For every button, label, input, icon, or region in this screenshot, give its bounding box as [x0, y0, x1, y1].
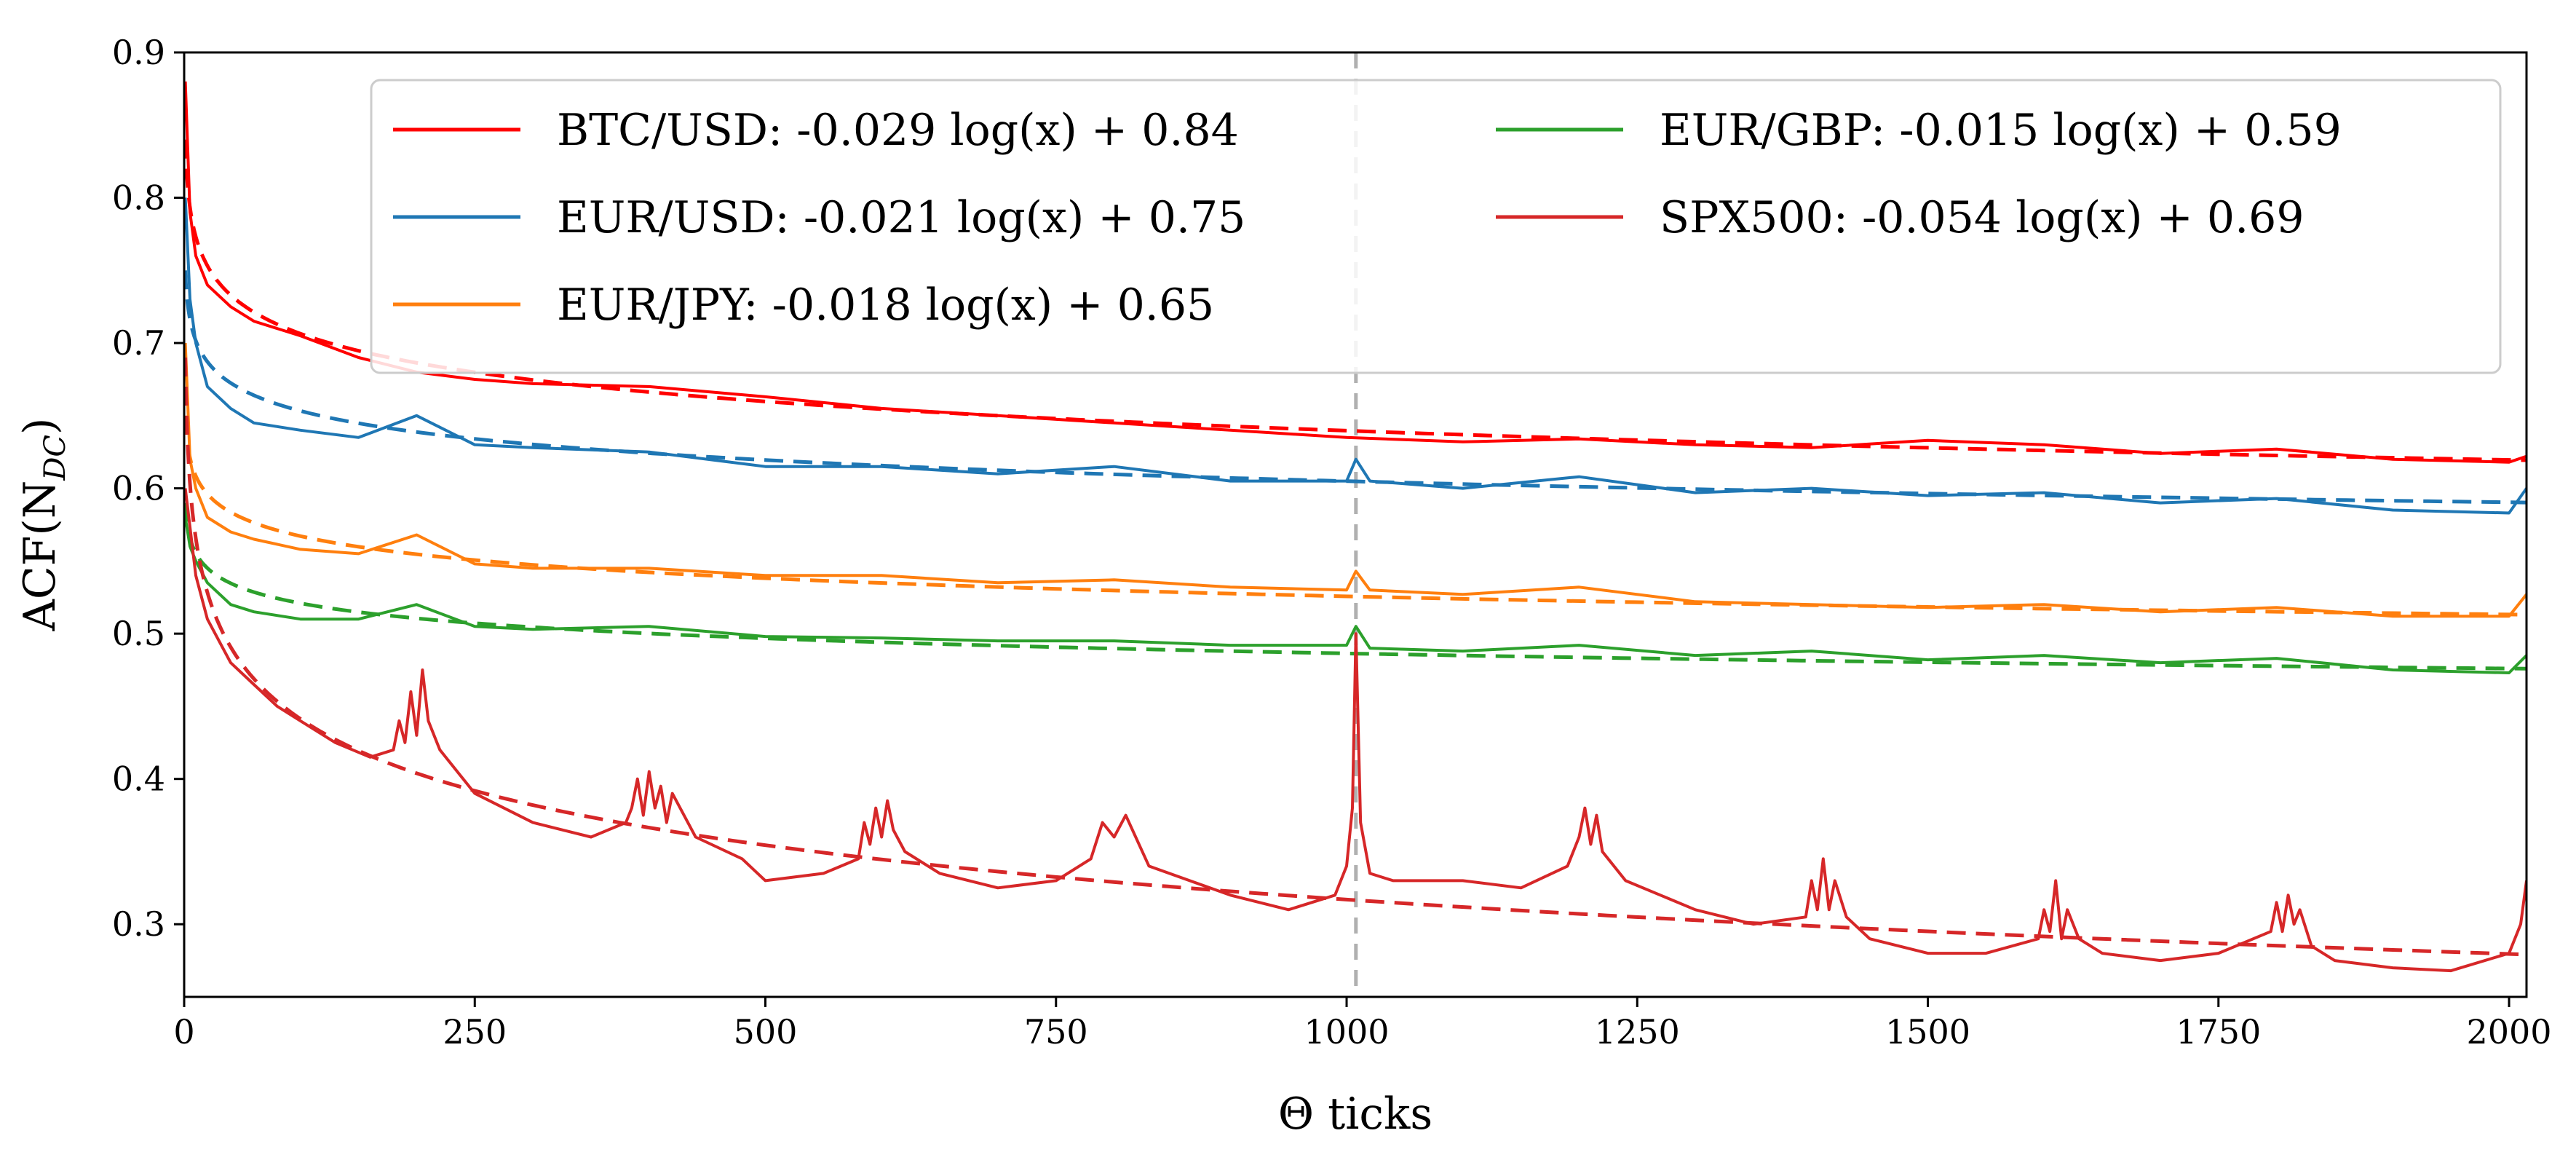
y-axis-label-subscript: DC: [39, 435, 72, 481]
legend-label: SPX500: -0.054 log(x) + 0.69: [1660, 192, 2304, 243]
x-tick-label: 0: [173, 1012, 194, 1052]
series-line-eur-gbp: [184, 517, 2527, 674]
legend-label: BTC/USD: -0.029 log(x) + 0.84: [557, 105, 1239, 156]
legend-box: [370, 79, 2502, 374]
y-tick-label: 0.5: [112, 614, 165, 653]
y-axis: 0.3 0.4 0.5 0.6 0.7 0.8 0.9: [112, 33, 184, 944]
x-tick-label: 250: [443, 1012, 507, 1052]
x-tick-label: 1000: [1304, 1012, 1389, 1052]
plot-area: [183, 51, 2528, 998]
y-axis-label-close: ): [15, 418, 66, 435]
y-tick-label: 0.4: [112, 759, 165, 799]
series-line-eur-usd: [184, 197, 2527, 515]
x-tick-label: 500: [734, 1012, 798, 1052]
fit-line-btc-usd: [184, 139, 2527, 462]
plot-frame: [183, 51, 2528, 998]
x-axis-label: Θ ticks: [1278, 1089, 1432, 1140]
legend-label: EUR/JPY: -0.018 log(x) + 0.65: [557, 280, 1214, 331]
x-tick-label: 1500: [1885, 1012, 1970, 1052]
y-tick-label: 0.6: [112, 469, 165, 508]
x-axis: 0 250 500 750 1000 1250 1500 1750 2000: [173, 997, 2552, 1052]
legend-label: EUR/GBP: -0.015 log(x) + 0.59: [1660, 105, 2342, 156]
y-tick-label: 0.9: [112, 33, 165, 72]
y-axis-label: ACF(NDC): [15, 418, 72, 632]
y-axis-label-main: ACF(N: [15, 481, 66, 632]
series-line-btc-usd: [184, 81, 2527, 464]
series-layer: [184, 52, 2527, 997]
y-tick-label: 0.7: [112, 323, 165, 363]
legend-label: EUR/USD: -0.021 log(x) + 0.75: [557, 192, 1245, 243]
x-tick-label: 1250: [1595, 1012, 1680, 1052]
x-tick-label: 1750: [2176, 1012, 2261, 1052]
x-tick-label: 2000: [2467, 1012, 2552, 1052]
series-line-eur-jpy: [184, 343, 2527, 618]
fit-line-eur-usd: [184, 270, 2527, 505]
fit-line-eur-jpy: [184, 415, 2527, 617]
fit-line-spx500: [184, 357, 2527, 957]
legend: BTC/USD: -0.029 log(x) + 0.84 EUR/USD: -0…: [370, 79, 2502, 374]
x-tick-label: 750: [1024, 1012, 1088, 1052]
y-tick-label: 0.8: [112, 178, 165, 218]
series-line-spx500: [184, 488, 2527, 973]
y-tick-label: 0.3: [112, 904, 165, 944]
